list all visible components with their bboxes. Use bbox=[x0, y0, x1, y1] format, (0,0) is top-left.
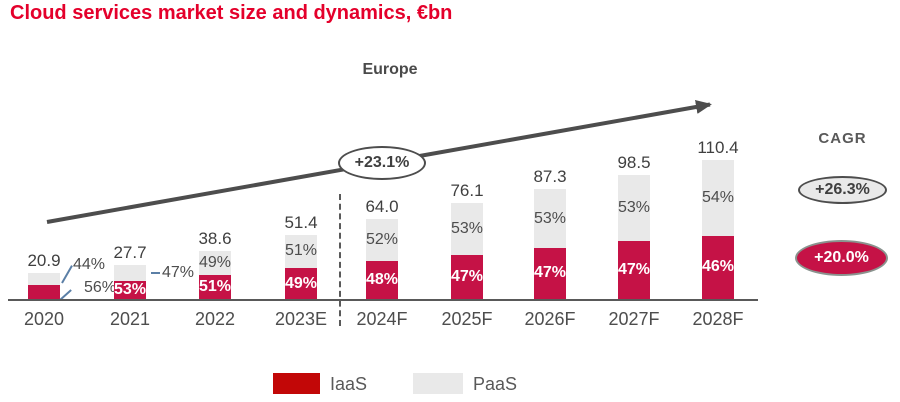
region-label: Europe bbox=[362, 61, 418, 78]
iaas-bar-segment bbox=[534, 247, 566, 300]
total-label: 27.7 bbox=[113, 242, 147, 262]
x-tick-label: 2024F bbox=[356, 309, 408, 329]
paas-pct-label: 51% bbox=[284, 242, 318, 260]
legend-paas-label: PaaS bbox=[473, 374, 518, 394]
paas-bar-segment bbox=[451, 203, 483, 255]
total-label: 76.1 bbox=[450, 181, 484, 201]
paas-bar-segment bbox=[534, 189, 566, 248]
iaas-pct-label: 53% bbox=[113, 281, 147, 299]
forecast-divider bbox=[339, 194, 341, 326]
x-tick-label: 2028F bbox=[692, 309, 744, 329]
total-label: 38.6 bbox=[198, 229, 232, 249]
paas-bar-segment bbox=[702, 160, 734, 236]
iaas-pct-label: 47% bbox=[450, 267, 484, 285]
cagr-iaas-badge: +20.0% bbox=[795, 240, 888, 276]
iaas-bar-segment bbox=[618, 241, 650, 300]
paas-pct-label: 44% bbox=[73, 256, 106, 274]
legend-iaas-swatch bbox=[273, 373, 320, 394]
total-label: 87.3 bbox=[533, 167, 567, 187]
iaas-bar-segment bbox=[702, 235, 734, 300]
growth-rate-badge: +23.1% bbox=[338, 146, 426, 180]
iaas-bar-segment bbox=[199, 275, 231, 300]
x-tick-label: 2023E bbox=[274, 309, 328, 329]
paas-bar-segment bbox=[285, 234, 317, 269]
paas-bar-segment bbox=[28, 273, 60, 286]
x-axis-line bbox=[8, 299, 758, 301]
paas-bar-segment bbox=[114, 264, 146, 282]
total-label: 98.5 bbox=[617, 153, 651, 173]
total-label: 20.9 bbox=[27, 251, 61, 271]
paas-pct-label: 47% bbox=[162, 264, 195, 282]
legend-iaas-label: IaaS bbox=[330, 374, 368, 394]
paas-pct-label: 52% bbox=[365, 230, 399, 248]
leader-line bbox=[151, 272, 160, 275]
paas-bar-segment bbox=[366, 218, 398, 262]
paas-pct-label: 49% bbox=[198, 254, 232, 272]
x-tick-label: 2025F bbox=[441, 309, 493, 329]
paas-pct-label: 53% bbox=[617, 199, 651, 217]
paas-bar-segment bbox=[618, 175, 650, 242]
legend-paas-swatch bbox=[413, 373, 463, 394]
cagr-title: CAGR bbox=[818, 130, 867, 147]
paas-pct-label: 53% bbox=[450, 220, 484, 238]
chart-title: Cloud services market size and dynamics,… bbox=[10, 2, 453, 24]
paas-pct-label: 54% bbox=[701, 188, 735, 206]
paas-bar-segment bbox=[199, 251, 231, 276]
iaas-bar-segment bbox=[114, 281, 146, 300]
iaas-pct-label: 47% bbox=[617, 261, 651, 279]
x-tick-label: 2020 bbox=[23, 309, 65, 329]
iaas-pct-label: 46% bbox=[701, 258, 735, 276]
total-label: 51.4 bbox=[284, 212, 318, 232]
iaas-bar-segment bbox=[28, 285, 60, 300]
x-tick-label: 2021 bbox=[109, 309, 151, 329]
iaas-bar-segment bbox=[285, 268, 317, 300]
iaas-pct-label: 47% bbox=[533, 264, 567, 282]
total-label: 64.0 bbox=[365, 196, 399, 216]
iaas-pct-label: 48% bbox=[365, 271, 399, 289]
paas-pct-label: 53% bbox=[533, 209, 567, 227]
iaas-bar-segment bbox=[451, 254, 483, 300]
iaas-pct-label: 51% bbox=[198, 278, 232, 296]
x-tick-label: 2022 bbox=[194, 309, 236, 329]
iaas-bar-segment bbox=[366, 261, 398, 300]
cagr-paas-badge: +26.3% bbox=[798, 176, 887, 204]
total-label: 110.4 bbox=[697, 138, 739, 157]
x-tick-label: 2027F bbox=[608, 309, 660, 329]
x-tick-label: 2026F bbox=[524, 309, 576, 329]
iaas-pct-label: 49% bbox=[284, 274, 318, 292]
iaas-pct-label: 56% bbox=[84, 279, 117, 297]
